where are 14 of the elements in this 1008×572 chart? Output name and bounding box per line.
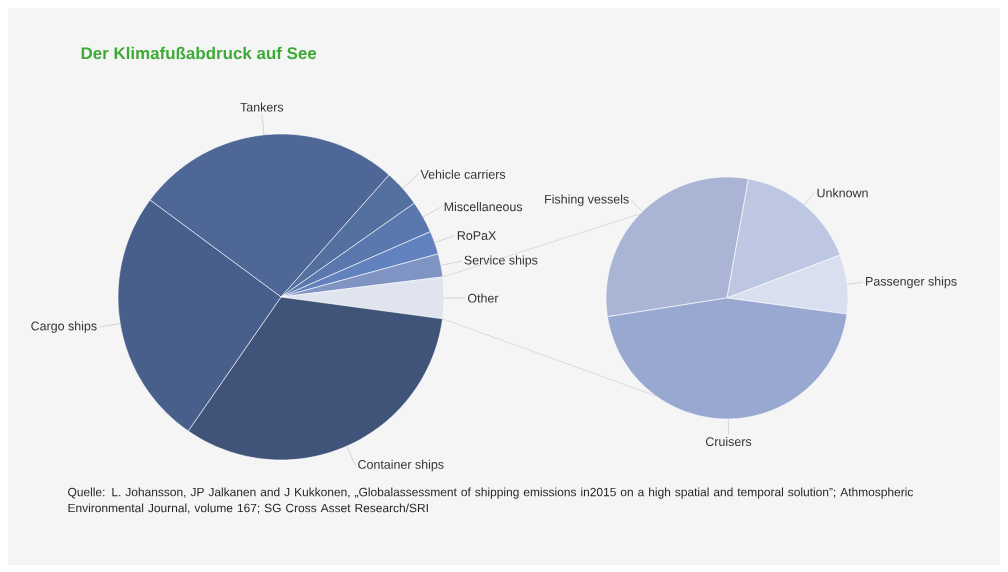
slice-label: Cargo ships bbox=[31, 321, 97, 333]
slice-label: Vehicle carriers bbox=[420, 169, 506, 179]
slice-label: Passenger ships bbox=[866, 276, 957, 289]
slice-label: Service ships bbox=[464, 255, 538, 267]
slice-label: Fishing vessels bbox=[545, 194, 629, 207]
slice-label: Unknown bbox=[817, 188, 868, 198]
slice-label: Miscellaneous bbox=[444, 202, 523, 212]
slice-label: Cruisers bbox=[705, 436, 752, 447]
slice-label: Tankers bbox=[240, 102, 284, 112]
source-note: Quelle: L. Johansson, JP Jalkanen and J Kukkonen, „Globalassessment of shipping emissions in2015 on a high spatial and temporal solution”; Athmospheric Environmental Journal, volume 167; SG Cross Asset Research/SRI bbox=[68, 487, 914, 514]
chart-title: Der Klimafußabdruck auf See bbox=[81, 46, 317, 60]
slice-label: RoPaX bbox=[457, 231, 497, 240]
slice-label: Container ships bbox=[358, 459, 444, 472]
slice-label: Other bbox=[467, 293, 499, 303]
